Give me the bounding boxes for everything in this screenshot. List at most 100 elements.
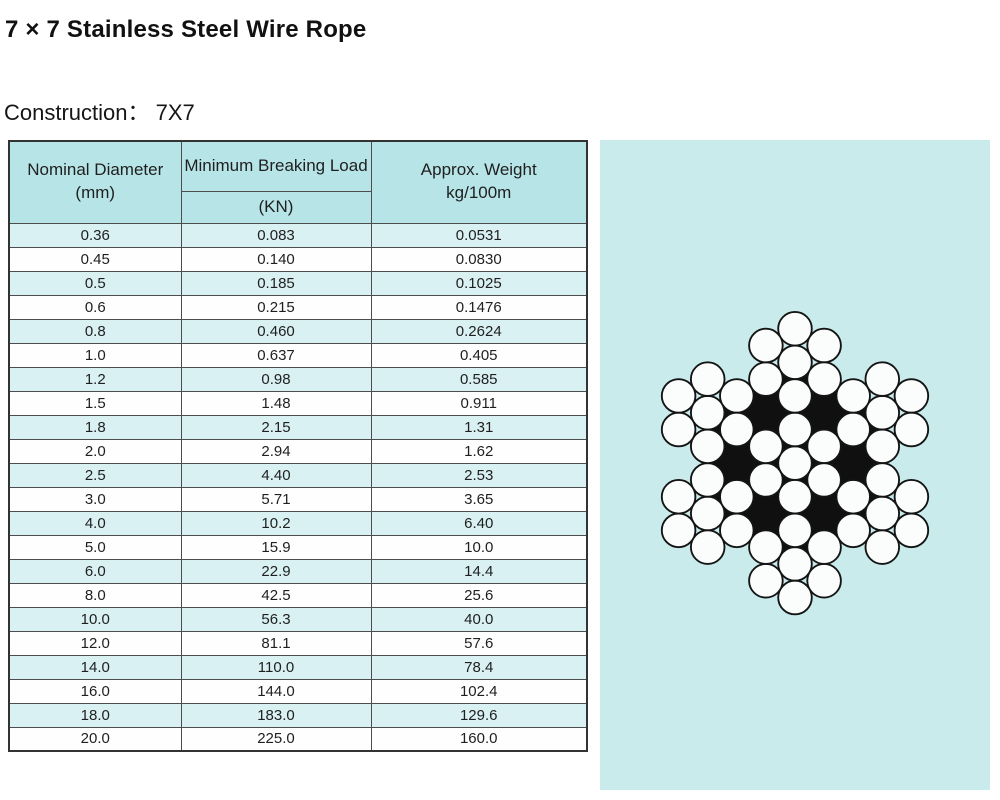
table-cell: 18.0 [8,702,182,728]
table-cell: 8.0 [8,582,182,608]
table-cell: 6.40 [370,510,588,536]
table-row: 5.0 15.9 10.0 [8,534,588,560]
table-cell: 22.9 [180,558,372,584]
table-cell: 0.911 [370,390,588,416]
header-line: kg/100m [446,183,512,203]
wire-rope-cross-section-diagram [660,310,930,616]
table-row: 18.0 183.0 129.6 [8,702,588,728]
table-cell: 0.36 [8,222,182,248]
table-cell: 5.0 [8,534,182,560]
table-row: 3.0 5.71 3.65 [8,486,588,512]
table-row: 0.36 0.083 0.0531 [8,222,588,248]
table-cell: 20.0 [8,726,182,752]
table-cell: 225.0 [180,726,372,752]
table-cell: 0.185 [180,270,372,296]
table-cell: 2.0 [8,438,182,464]
table-cell: 0.585 [370,366,588,392]
table-cell: 160.0 [370,726,588,752]
table-cell: 4.40 [180,462,372,488]
table-row: 16.0 144.0 102.4 [8,678,588,704]
col-header-breaking-load: Minimum Breaking Load [180,140,372,192]
table-cell: 129.6 [370,702,588,728]
table-row: 0.8 0.460 0.2624 [8,318,588,344]
table-row: 12.0 81.1 57.6 [8,630,588,656]
col-header-breaking-load-unit: (KN) [180,190,372,224]
table-cell: 102.4 [370,678,588,704]
table-cell: 1.2 [8,366,182,392]
table-cell: 2.53 [370,462,588,488]
table-cell: 183.0 [180,702,372,728]
table-cell: 2.15 [180,414,372,440]
table-cell: 0.8 [8,318,182,344]
header-line: Nominal Diameter [27,160,164,180]
table-cell: 15.9 [180,534,372,560]
table-cell: 144.0 [180,678,372,704]
table-cell: 1.8 [8,414,182,440]
table-cell: 1.31 [370,414,588,440]
table-cell: 0.1025 [370,270,588,296]
table-cell: 0.0531 [370,222,588,248]
table-cell: 5.71 [180,486,372,512]
table-cell: 1.5 [8,390,182,416]
table-cell: 12.0 [8,630,182,656]
table-cell: 1.0 [8,342,182,368]
table-cell: 2.5 [8,462,182,488]
table-cell: 4.0 [8,510,182,536]
table-row: 0.5 0.185 0.1025 [8,270,588,296]
col-header-approx-weight: Approx. Weight kg/100m [370,140,588,224]
table-cell: 0.45 [8,246,182,272]
table-cell: 0.0830 [370,246,588,272]
table-cell: 0.6 [8,294,182,320]
table-cell: 42.5 [180,582,372,608]
table-cell: 81.1 [180,630,372,656]
header-line: (mm) [75,183,116,203]
table-cell: 40.0 [370,606,588,632]
table-cell: 3.0 [8,486,182,512]
table-cell: 16.0 [8,678,182,704]
spec-table: Nominal Diameter (mm) Minimum Breaking L… [8,140,588,752]
table-cell: 56.3 [180,606,372,632]
table-row: 6.0 22.9 14.4 [8,558,588,584]
table-body: 0.36 0.083 0.0531 0.45 0.140 0.0830 0.5 0.185 0.… [8,222,588,752]
table-row: 1.5 1.48 0.911 [8,390,588,416]
table-cell: 0.215 [180,294,372,320]
table-row: 1.2 0.98 0.585 [8,366,588,392]
table-cell: 57.6 [370,630,588,656]
table-cell: 25.6 [370,582,588,608]
col-header-nominal-diameter: Nominal Diameter (mm) [8,140,182,224]
table-cell: 14.4 [370,558,588,584]
table-cell: 0.1476 [370,294,588,320]
table-row: 0.45 0.140 0.0830 [8,246,588,272]
construction-label: Construction： 7X7 [4,100,195,125]
header-line: Approx. Weight [420,160,537,180]
table-header: Nominal Diameter (mm) Minimum Breaking L… [8,140,588,224]
table-row: 8.0 42.5 25.6 [8,582,588,608]
table-cell: 2.94 [180,438,372,464]
table-cell: 3.65 [370,486,588,512]
diagram-panel [600,140,990,790]
table-cell: 10.2 [180,510,372,536]
table-row: 1.0 0.637 0.405 [8,342,588,368]
table-row: 0.6 0.215 0.1476 [8,294,588,320]
table-row: 14.0 110.0 78.4 [8,654,588,680]
table-cell: 1.48 [180,390,372,416]
table-cell: 0.460 [180,318,372,344]
table-cell: 0.98 [180,366,372,392]
table-cell: 0.083 [180,222,372,248]
table-cell: 1.62 [370,438,588,464]
table-row: 1.8 2.15 1.31 [8,414,588,440]
table-row: 2.5 4.40 2.53 [8,462,588,488]
table-row: 4.0 10.2 6.40 [8,510,588,536]
table-cell: 14.0 [8,654,182,680]
table-row: 20.0 225.0 160.0 [8,726,588,752]
table-cell: 10.0 [8,606,182,632]
table-cell: 6.0 [8,558,182,584]
table-cell: 0.140 [180,246,372,272]
table-row: 10.0 56.3 40.0 [8,606,588,632]
table-cell: 0.637 [180,342,372,368]
table-cell: 0.2624 [370,318,588,344]
table-cell: 0.405 [370,342,588,368]
table-cell: 110.0 [180,654,372,680]
page-title: 7 × 7 Stainless Steel Wire Rope [5,16,367,43]
